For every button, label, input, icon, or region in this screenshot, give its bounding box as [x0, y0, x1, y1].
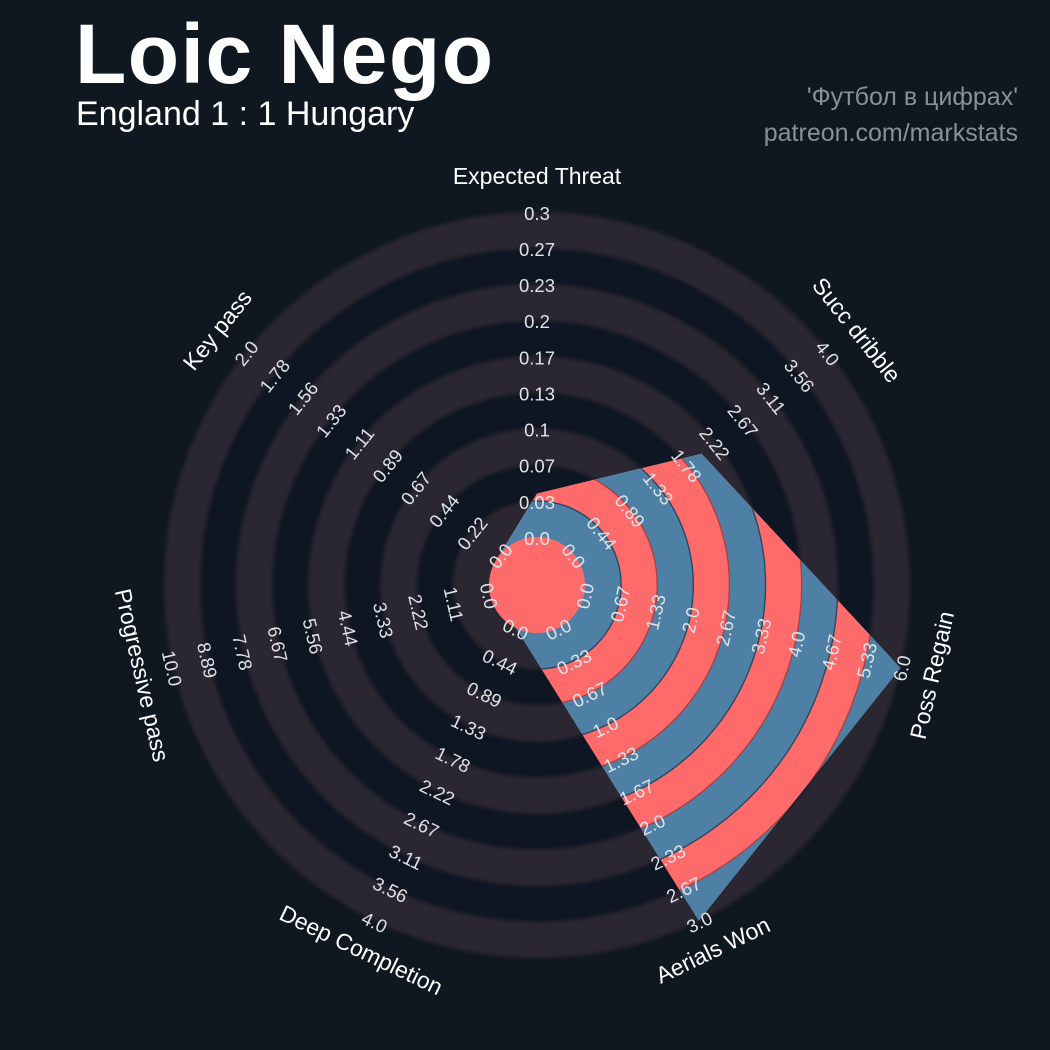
svg-text:0.07: 0.07	[519, 456, 555, 477]
svg-text:0.23: 0.23	[519, 275, 555, 296]
svg-text:0.13: 0.13	[519, 383, 555, 404]
svg-text:0.0: 0.0	[524, 528, 550, 549]
svg-text:0.17: 0.17	[519, 347, 555, 368]
svg-text:0.3: 0.3	[524, 203, 550, 224]
svg-text:6.0: 6.0	[889, 653, 915, 683]
svg-text:0.2: 0.2	[524, 311, 550, 332]
svg-text:Expected Threat: Expected Threat	[453, 163, 622, 189]
svg-text:Poss Regain: Poss Regain	[905, 609, 959, 742]
svg-text:0.1: 0.1	[524, 420, 550, 441]
svg-text:0.03: 0.03	[519, 492, 555, 513]
svg-text:0.27: 0.27	[519, 239, 555, 260]
